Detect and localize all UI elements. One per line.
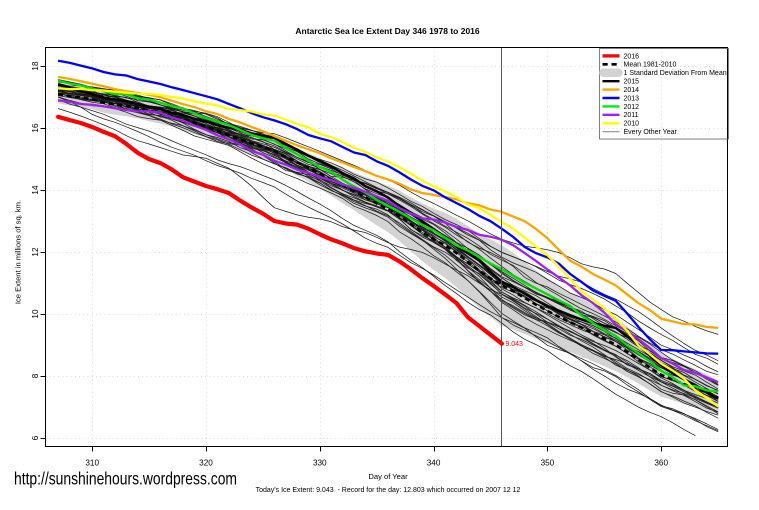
svg-text:330: 330: [313, 458, 327, 467]
svg-text:2010: 2010: [624, 121, 640, 128]
svg-text:9.043: 9.043: [505, 341, 523, 348]
svg-text:2012: 2012: [624, 104, 640, 111]
svg-text:1 Standard Deviation From Mean: 1 Standard Deviation From Mean: [624, 70, 727, 77]
svg-text:2016: 2016: [624, 53, 640, 60]
svg-text:Antarctic Sea Ice Extent Day 3: Antarctic Sea Ice Extent Day 346 1978 to…: [295, 26, 480, 36]
svg-text:16: 16: [31, 123, 40, 133]
svg-text:http://sunshinehours.wordpress: http://sunshinehours.wordpress.com: [14, 468, 237, 488]
svg-text:Ice Extent in millions of sq.: Ice Extent in millions of sq. km.: [14, 200, 23, 304]
svg-text:Every Other Year: Every Other Year: [624, 129, 678, 136]
svg-text:340: 340: [427, 458, 441, 467]
svg-text:18: 18: [31, 61, 40, 71]
svg-text:10: 10: [31, 309, 40, 319]
svg-text:Day of Year: Day of Year: [368, 472, 408, 481]
svg-text:2014: 2014: [624, 87, 640, 94]
svg-text:2011: 2011: [624, 112, 639, 119]
svg-text:350: 350: [541, 458, 555, 467]
svg-text:310: 310: [85, 458, 99, 467]
svg-text:12: 12: [31, 247, 40, 257]
svg-text:2015: 2015: [624, 79, 640, 86]
svg-text:8: 8: [31, 373, 40, 378]
svg-text:6: 6: [31, 435, 40, 440]
svg-text:Today's Ice Extent: 9.043 - R: Today's Ice Extent: 9.043 - Record for t…: [256, 487, 521, 494]
svg-text:2013: 2013: [624, 95, 640, 102]
svg-text:14: 14: [31, 185, 40, 195]
svg-text:Mean 1981-2010: Mean 1981-2010: [624, 62, 677, 69]
svg-text:360: 360: [654, 458, 668, 467]
svg-text:320: 320: [199, 458, 213, 467]
